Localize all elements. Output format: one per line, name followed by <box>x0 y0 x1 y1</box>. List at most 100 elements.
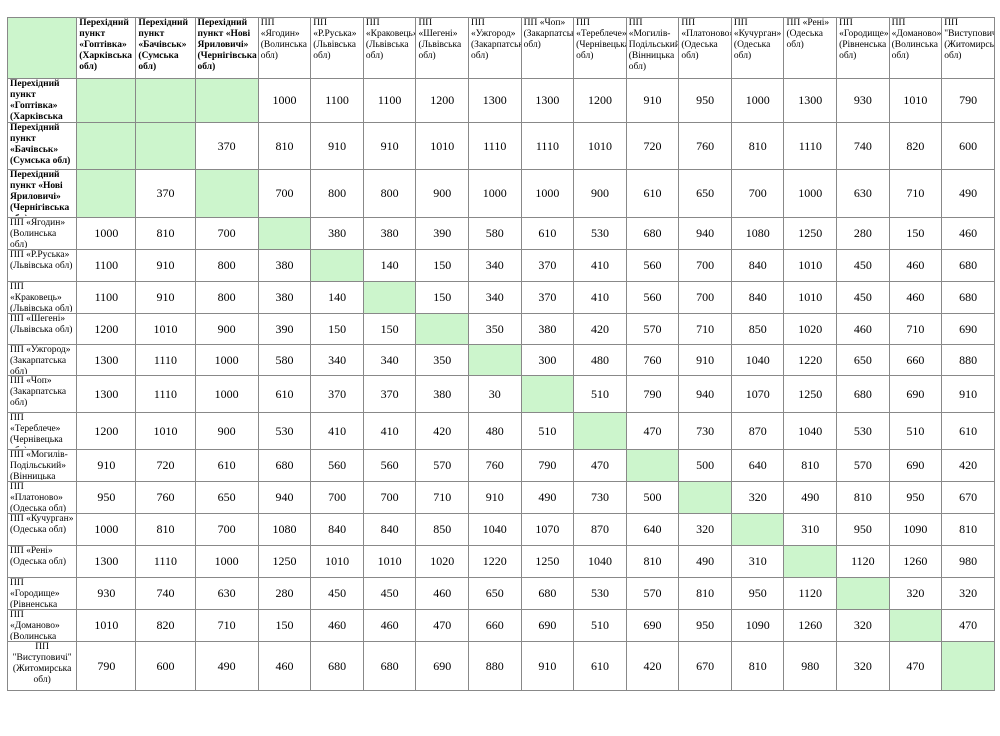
distance-cell: 1010 <box>415 122 470 170</box>
distance-cell: 510 <box>520 412 575 450</box>
distance-cell: 980 <box>783 641 838 691</box>
distance-cell: 460 <box>415 577 470 610</box>
distance-cell: 710 <box>888 169 943 218</box>
distance-cell: 700 <box>257 169 312 218</box>
row-header: ПП «Тереблече» (Чернівецька обл) <box>6 412 78 450</box>
empty-cell <box>468 344 522 376</box>
distance-cell: 950 <box>678 609 732 642</box>
row-header: ПП «Платоново» (Одеська обл) <box>6 481 78 514</box>
distance-cell: 760 <box>625 344 680 376</box>
distance-cell: 630 <box>194 577 259 610</box>
distance-cell: 1250 <box>520 545 575 578</box>
distance-cell: 320 <box>836 609 890 642</box>
row-header: Перехідний пункт «Гоптівка» (Харківська … <box>6 78 78 123</box>
distance-cell: 420 <box>573 313 627 345</box>
distance-cell: 150 <box>362 313 417 345</box>
distance-cell: 720 <box>135 449 196 482</box>
distance-cell: 1260 <box>888 545 943 578</box>
distance-cell: 600 <box>135 641 196 691</box>
distance-cell: 700 <box>678 281 732 314</box>
distance-cell: 1010 <box>573 122 627 170</box>
column-header: ПП «Чоп» (Закарпатська обл) <box>520 17 575 79</box>
distance-cell: 870 <box>573 513 627 546</box>
empty-cell <box>888 609 943 642</box>
distance-cell: 910 <box>468 481 522 514</box>
distance-cell: 1250 <box>257 545 312 578</box>
distance-cell: 530 <box>573 217 627 250</box>
distance-cell: 340 <box>310 344 364 376</box>
distance-cell: 1120 <box>836 545 890 578</box>
distance-cell: 710 <box>678 313 732 345</box>
distance-cell: 1000 <box>76 217 137 250</box>
row-header: ПП «Рені» (Одеська обл) <box>6 545 78 578</box>
distance-cell: 840 <box>310 513 364 546</box>
distance-cell: 460 <box>941 217 995 250</box>
distance-cell: 30 <box>468 375 522 413</box>
column-header: ПП «Тереблече» (Чернівецька обл) <box>573 17 627 79</box>
distance-cell: 610 <box>625 169 680 218</box>
distance-cell: 1100 <box>76 249 137 282</box>
distance-cell: 680 <box>257 449 312 482</box>
distance-cell: 810 <box>135 513 196 546</box>
distance-cell: 1010 <box>310 545 364 578</box>
distance-cell: 1000 <box>76 513 137 546</box>
column-header: ПП «Платоново» (Одеська обл) <box>678 17 732 79</box>
distance-cell: 480 <box>468 412 522 450</box>
distance-cell: 150 <box>310 313 364 345</box>
distance-cell: 460 <box>362 609 417 642</box>
distance-cell: 910 <box>310 122 364 170</box>
distance-cell: 760 <box>135 481 196 514</box>
distance-cell: 490 <box>941 169 995 218</box>
distance-cell: 340 <box>468 281 522 314</box>
distance-cell: 720 <box>625 122 680 170</box>
distance-cell: 1220 <box>783 344 838 376</box>
column-header: ПП «Городище» (Рівненська обл) <box>836 17 890 79</box>
distance-cell: 380 <box>362 217 417 250</box>
table-row: ПП «Доманово» (Волинська обл)10108207101… <box>6 609 995 642</box>
distance-cell: 670 <box>941 481 995 514</box>
distance-cell: 1200 <box>415 78 470 123</box>
empty-cell <box>836 577 890 610</box>
row-header: ПП «Могилів-Подільський» (Вінницька обл) <box>6 449 78 482</box>
distance-cell: 310 <box>783 513 838 546</box>
distance-cell: 790 <box>941 78 995 123</box>
distance-cell: 490 <box>678 545 732 578</box>
row-header: ПП «Ужгород» (Закарпатська обл) <box>6 344 78 376</box>
header-row: Перехідний пункт «Гоптівка» (Харківська … <box>6 17 995 79</box>
distance-cell: 910 <box>135 249 196 282</box>
distance-cell: 1000 <box>520 169 575 218</box>
empty-cell <box>135 78 196 123</box>
empty-cell <box>135 122 196 170</box>
distance-cell: 610 <box>257 375 312 413</box>
distance-cell: 1010 <box>783 281 838 314</box>
distance-cell: 460 <box>836 313 890 345</box>
table-row: ПП «Шегені» (Львівська обл) 1200 1010 900 39… <box>6 313 995 345</box>
distance-cell: 900 <box>194 313 259 345</box>
distance-cell: 950 <box>730 577 785 610</box>
distance-cell: 600 <box>941 122 995 170</box>
distance-cell: 610 <box>573 641 627 691</box>
distance-cell: 370 <box>520 281 575 314</box>
distance-cell: 660 <box>468 609 522 642</box>
distance-cell: 380 <box>257 281 312 314</box>
distance-cell: 1220 <box>468 545 522 578</box>
distance-cell: 1040 <box>468 513 522 546</box>
table-row: Перехідний пункт «Гоптівка» (Харківська … <box>6 78 995 123</box>
row-header: ПП «Кучурган» (Одеська обл) <box>6 513 78 546</box>
corner-cell <box>6 17 78 79</box>
column-header: ПП «Ягодин» (Волинська обл) <box>257 17 312 79</box>
distance-cell: 340 <box>362 344 417 376</box>
distance-cell: 510 <box>573 375 627 413</box>
distance-cell: 380 <box>415 375 470 413</box>
distance-cell: 320 <box>836 641 890 691</box>
distance-cell: 380 <box>257 249 312 282</box>
row-header: ПП «Доманово» (Волинська обл) <box>6 609 78 642</box>
distance-cell: 460 <box>888 281 943 314</box>
distance-cell: 670 <box>678 641 732 691</box>
distance-cell: 310 <box>730 545 785 578</box>
empty-cell <box>415 313 470 345</box>
table-row: ПП «Краковець» (Львівська обл) 1100 910 800… <box>6 281 995 314</box>
distance-cell: 790 <box>76 641 137 691</box>
distance-cell: 650 <box>678 169 732 218</box>
